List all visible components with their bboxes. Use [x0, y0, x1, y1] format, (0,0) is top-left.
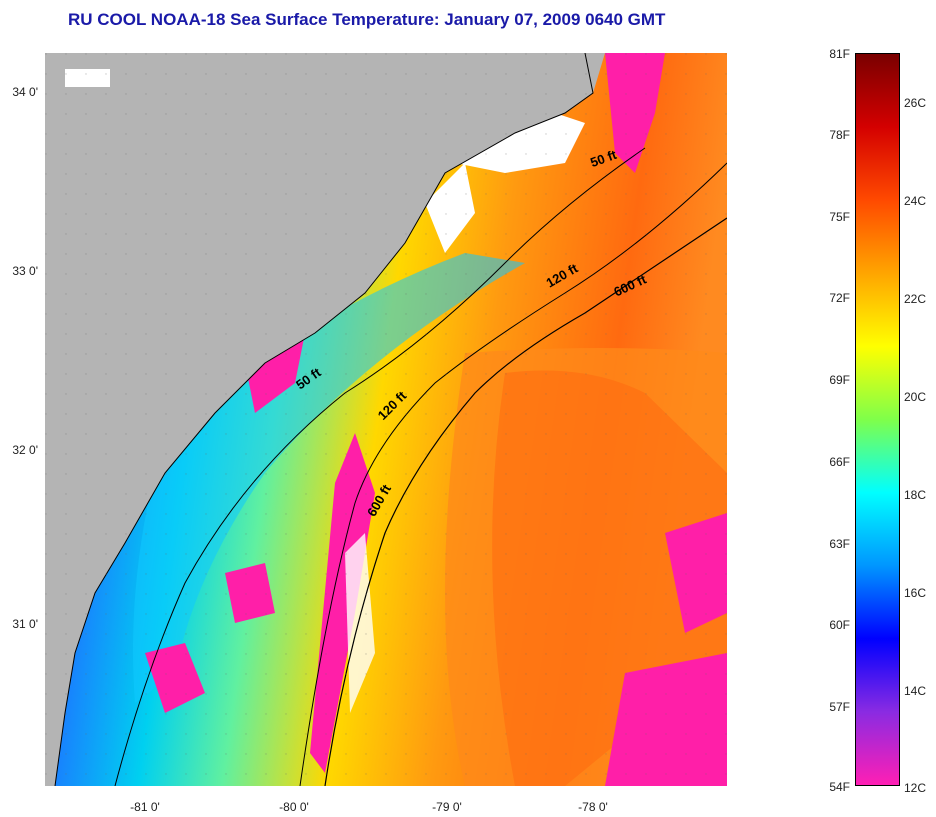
- map-title: RU COOL NOAA-18 Sea Surface Temperature:…: [68, 10, 666, 29]
- sst-map-svg: [45, 53, 727, 786]
- f-label-75: 75F: [829, 210, 850, 224]
- f-label-78: 78F: [829, 128, 850, 142]
- c-label-12: 12C: [904, 781, 927, 795]
- c-label-14: 14C: [904, 684, 927, 698]
- lon-label-78: -78 0': [578, 800, 608, 814]
- f-label-81: 81F: [829, 47, 850, 61]
- f-label-54: 54F: [829, 780, 850, 794]
- lat-label-33: 33 0': [12, 264, 38, 278]
- graticule: [45, 53, 727, 786]
- c-label-22: 22C: [904, 292, 927, 306]
- f-label-72: 72F: [829, 291, 850, 305]
- c-label-18: 18C: [904, 488, 927, 502]
- lat-label-32: 32 0': [12, 443, 38, 457]
- c-label-26: 26C: [904, 96, 927, 110]
- lon-label-81: -81 0': [130, 800, 160, 814]
- lon-label-80: -80 0': [279, 800, 309, 814]
- lon-label-79: -79 0': [432, 800, 462, 814]
- sst-map[interactable]: 50 ft 50 ft 120 ft 120 ft 600 ft 600 ft: [45, 53, 727, 786]
- f-label-69: 69F: [829, 373, 850, 387]
- c-label-24: 24C: [904, 194, 927, 208]
- f-label-66: 66F: [829, 455, 850, 469]
- f-label-57: 57F: [829, 700, 850, 714]
- c-label-16: 16C: [904, 586, 927, 600]
- temperature-colorbar: [855, 53, 900, 786]
- c-label-20: 20C: [904, 390, 927, 404]
- f-label-63: 63F: [829, 537, 850, 551]
- lat-label-34: 34 0': [12, 85, 38, 99]
- f-label-60: 60F: [829, 618, 850, 632]
- lat-label-31: 31 0': [12, 617, 38, 631]
